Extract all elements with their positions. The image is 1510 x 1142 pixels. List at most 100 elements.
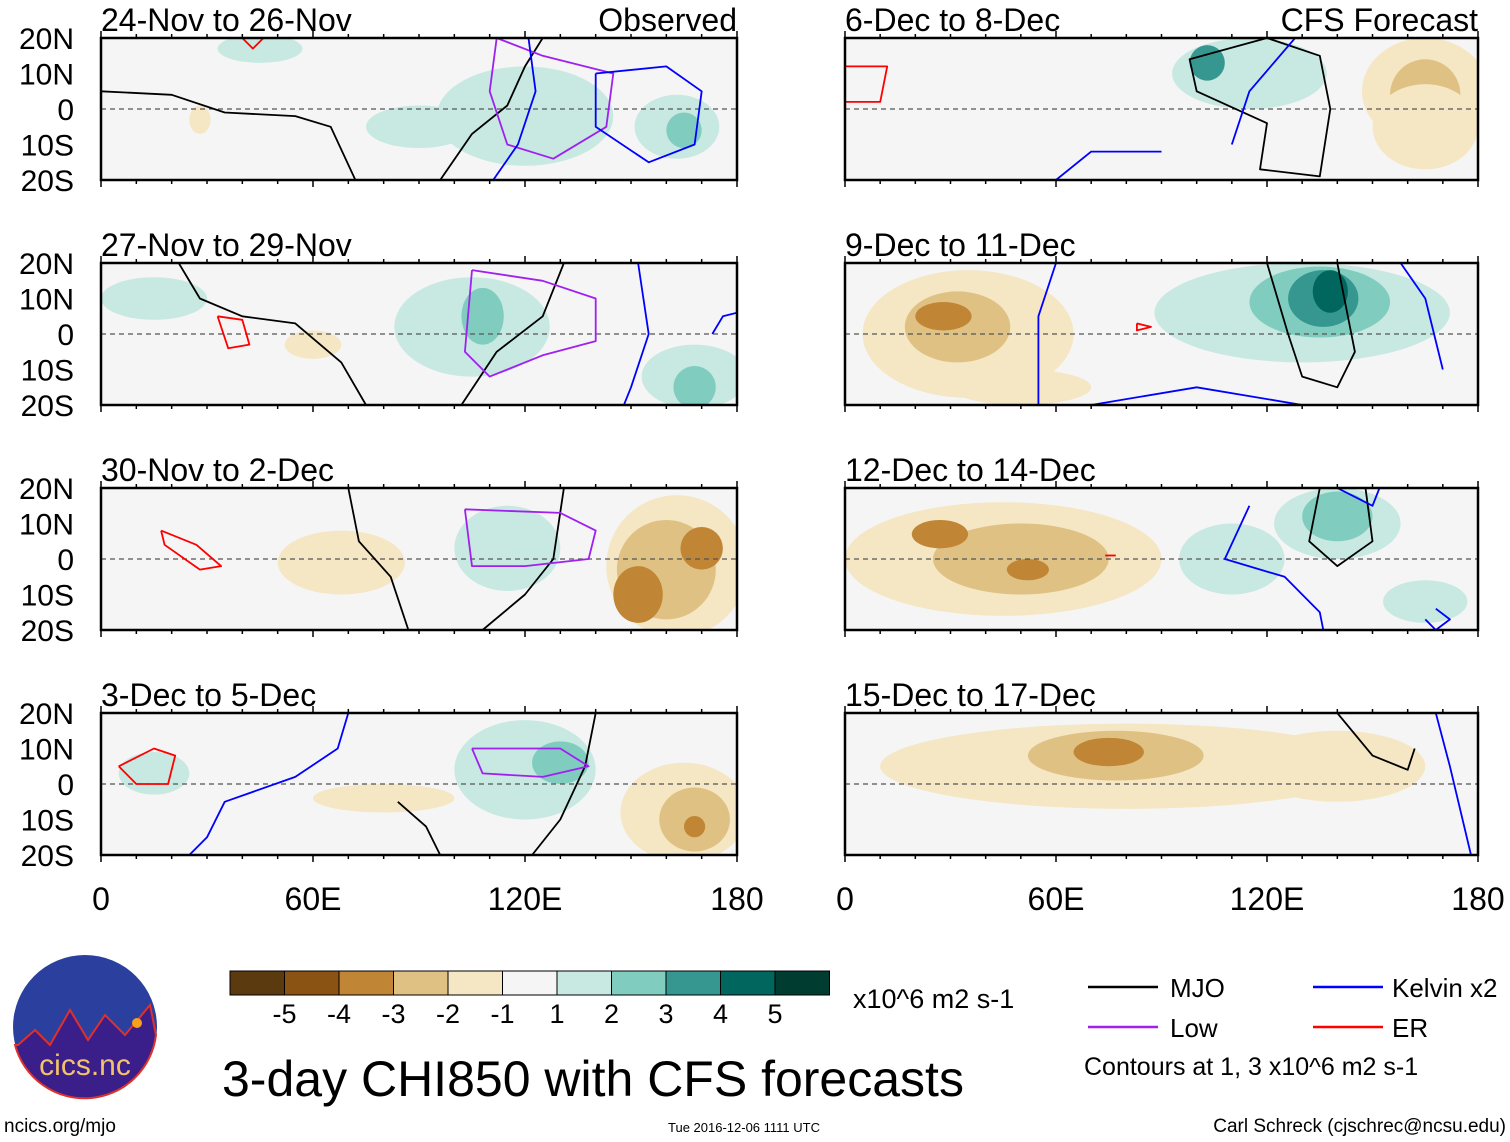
anomaly-region (1372, 84, 1478, 170)
y-tick-label: 0 (57, 769, 74, 802)
anomaly-region (1189, 45, 1225, 81)
panel-title: 12-Dec to 14-Dec (845, 452, 1096, 488)
anomaly-region (915, 302, 972, 331)
map-panel (845, 38, 1478, 180)
contour-kelvin (1055, 150, 1162, 180)
anomaly-region (461, 287, 504, 345)
colorbar-swatch (556, 970, 612, 996)
y-tick-label: 10S (21, 130, 74, 163)
y-tick-label: 0 (57, 544, 74, 577)
cics-logo: cics.nc (13, 955, 158, 1100)
observed-header: Observed (598, 2, 737, 38)
contour-kelvin (1223, 505, 1325, 630)
anomaly-region (1179, 523, 1285, 595)
colorbar-swatch (611, 970, 667, 996)
contour-kelvin (1037, 263, 1057, 405)
y-tick-label: 10N (19, 509, 74, 542)
logo-text: cics.nc (39, 1049, 131, 1082)
map-panel (101, 38, 737, 180)
anomaly-region (101, 277, 207, 320)
contour-kelvin (1336, 488, 1381, 507)
colorbar-tick-label: -5 (272, 999, 296, 1029)
anomaly-region (950, 369, 1092, 405)
y-tick-label: 20N (19, 248, 74, 281)
anomaly-region (454, 505, 561, 591)
y-tick-label: 20S (21, 615, 74, 648)
y-tick-label: 10N (19, 734, 74, 767)
y-tick-label: 10N (19, 284, 74, 317)
x-tick-label: 180 (1451, 881, 1504, 917)
contour-kelvin (1091, 386, 1303, 405)
panel-title: 6-Dec to 8-Dec (845, 2, 1060, 38)
anomaly-region (666, 112, 702, 149)
y-tick-label: 0 (57, 94, 74, 127)
anomaly-region (313, 784, 455, 813)
anomaly-region (277, 530, 405, 595)
anomaly-region (284, 330, 342, 359)
contour-mjo (482, 488, 565, 630)
contour-kelvin (492, 38, 537, 180)
legend-label-er: ER (1392, 1013, 1428, 1043)
contour-er (241, 38, 265, 50)
anomaly-region (680, 527, 723, 570)
anomaly-region (532, 741, 589, 784)
legend-label-kelvin: Kelvin x2 (1392, 973, 1498, 1003)
contour-note: Contours at 1, 3 x10^6 m2 s-1 (1084, 1053, 1418, 1081)
colorbar-units: x10^6 m2 s-1 (853, 984, 1014, 1014)
colorbar-swatch (502, 970, 558, 996)
colorbar: -5 -4 -3 -2 -1 1 2 3 4 5 (229, 970, 830, 1029)
contour-kelvin (1230, 38, 1296, 145)
contour-mjo (397, 801, 442, 855)
y-tick-label: 20S (21, 165, 74, 198)
anomaly-region (366, 105, 472, 149)
contour-er (118, 747, 177, 785)
panel-title: 15-Dec to 17-Dec (845, 677, 1096, 713)
contour-mjo (177, 263, 367, 405)
legend: MJO Kelvin x2 Low ER Contours at 1, 3 x1… (1084, 973, 1498, 1081)
anomaly-region (1006, 559, 1049, 581)
contour-mjo (1266, 263, 1356, 389)
map-panel (101, 263, 737, 405)
y-tick-label: 20N (19, 698, 74, 731)
panel-title: 30-Nov to 2-Dec (101, 452, 334, 488)
contour-mjo (1336, 713, 1416, 771)
y-tick-label: 0 (57, 319, 74, 352)
contour-low (464, 508, 597, 567)
colorbar-tick-label: 2 (604, 999, 619, 1029)
contour-kelvin (711, 311, 737, 335)
footer-url[interactable]: ncics.org/mjo (4, 1116, 116, 1137)
y-tick-label: 10S (21, 355, 74, 388)
panel-title: 24-Nov to 26-Nov (101, 2, 352, 38)
colorbar-tick-label: 3 (658, 999, 673, 1029)
map-panel (101, 713, 737, 855)
anomaly-region (189, 105, 211, 134)
anomaly-region (1073, 737, 1144, 767)
contour-kelvin (1399, 263, 1444, 370)
legend-label-mjo: MJO (1170, 973, 1225, 1003)
x-tick-label: 180 (710, 881, 763, 917)
colorbar-tick-label: 1 (549, 999, 564, 1029)
y-tick-label: 10S (21, 580, 74, 613)
contour-mjo (460, 263, 565, 405)
contour-kelvin (1434, 713, 1472, 855)
x-tick-label: 60E (285, 881, 342, 917)
map-panel (845, 488, 1478, 630)
colorbar-swatch (229, 970, 285, 996)
anomaly-region (613, 566, 663, 623)
contour-low (488, 38, 615, 160)
footer-timestamp: Tue 2016-12-06 1111 UTC (668, 1120, 820, 1135)
anomaly-region (118, 752, 190, 795)
contour-mjo (347, 488, 410, 630)
y-tick-label: 20S (21, 390, 74, 423)
contour-er (1136, 322, 1152, 332)
contour-kelvin (623, 263, 650, 405)
contour-mjo (1188, 38, 1332, 178)
footer-author: Carl Schreck (cjschrec@ncsu.edu) (1213, 1116, 1506, 1137)
map-panel (101, 488, 737, 630)
y-tick-label: 10N (19, 59, 74, 92)
contour-er (160, 529, 222, 571)
colorbar-tick-label: -2 (436, 999, 460, 1029)
contour-mjo (101, 90, 357, 180)
x-tick-label: 120E (1230, 881, 1305, 917)
